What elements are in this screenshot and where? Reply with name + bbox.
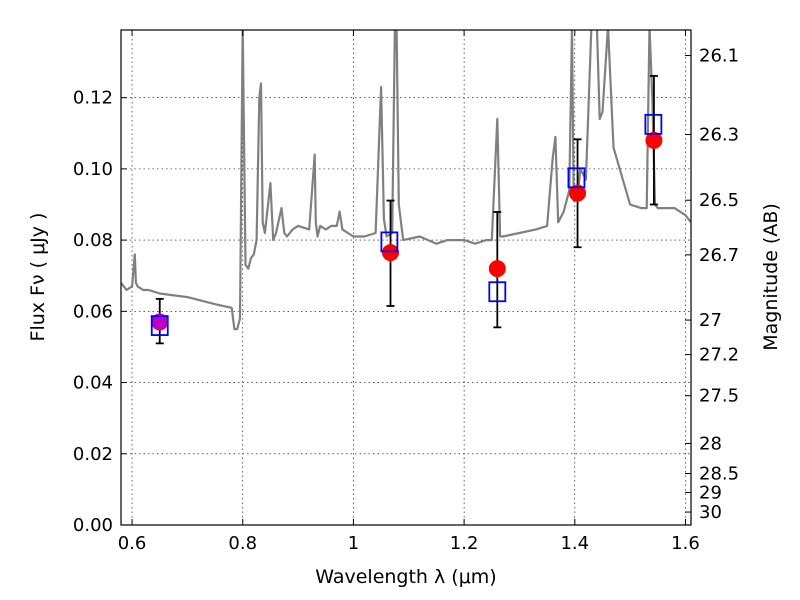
mag-tick-label: 27.5 [699, 386, 739, 407]
observed-point [645, 131, 663, 149]
mag-tick-label: 26.5 [699, 190, 739, 211]
observed-layer [151, 131, 663, 331]
model-photometry-layer [150, 113, 663, 336]
x-tick-label: 0.8 [228, 533, 257, 554]
y-tick-label: 0.02 [73, 444, 113, 465]
tick-marks [121, 30, 691, 526]
errorbar-layer [155, 75, 658, 345]
model-point [644, 113, 663, 135]
mag-tick-label: 26.7 [699, 245, 739, 266]
y-tick-label: 0.00 [73, 515, 113, 536]
y-axis-label-right: Magnitude (AB) [760, 203, 782, 351]
y-tick-label: 0.12 [73, 88, 113, 109]
x-tick-label: 1.6 [671, 533, 700, 554]
y-tick-label: 0.06 [73, 301, 113, 322]
mag-tick-label: 30 [699, 502, 722, 523]
y-tick-label: 0.10 [73, 159, 113, 180]
observed-point [488, 260, 506, 278]
mag-tick-label: 26.3 [699, 125, 739, 146]
observed-point [382, 244, 400, 262]
x-tick-label: 0.6 [118, 533, 147, 554]
plot-frame [120, 29, 692, 526]
model-point [150, 315, 169, 336]
mag-tick-label: 29 [699, 483, 722, 504]
mag-tick-label: 27 [699, 310, 722, 331]
grid-lines [121, 30, 691, 526]
model-point [488, 281, 507, 303]
mag-tick-label: 28.5 [699, 464, 739, 485]
mag-tick-label: 26.1 [699, 46, 739, 67]
x-tick-label: 1 [348, 533, 359, 554]
x-tick-label: 1.4 [560, 533, 589, 554]
mag-tick-label: 28 [699, 433, 722, 454]
model-point [380, 231, 399, 253]
y-tick-label: 0.08 [73, 230, 113, 251]
spectrum-layer [121, 30, 691, 331]
mag-tick-label: 27.2 [699, 345, 739, 366]
observed-point [569, 184, 587, 202]
x-tick-label: 1.2 [450, 533, 479, 554]
spectrum-line [121, 30, 691, 331]
model-point [567, 167, 586, 189]
y-tick-label: 0.04 [73, 373, 113, 394]
x-axis-label: Wavelength λ (μm) [315, 566, 496, 588]
y-axis-label: Flux Fν ( μJy ) [27, 213, 49, 342]
tick-labels: 0.6 0.8 1 1.2 1.4 1.6 0.00 0.02 0.04 0.06 0.08 0.10… [73, 46, 739, 554]
